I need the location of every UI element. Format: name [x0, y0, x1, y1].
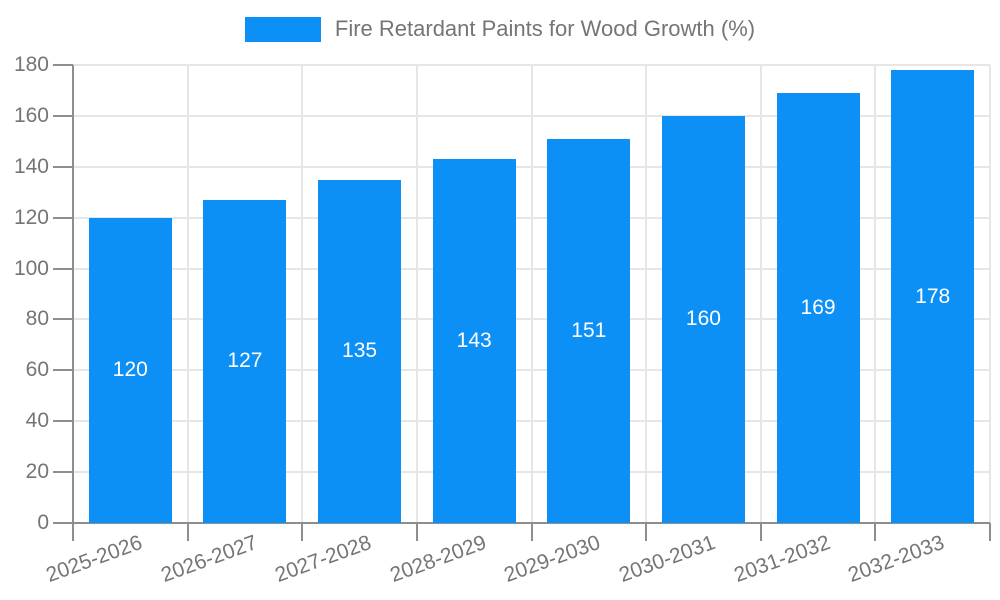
x-axis-tick — [759, 523, 762, 541]
x-tick-label: 2031-2032 — [730, 531, 833, 587]
y-axis-tick — [53, 318, 73, 321]
y-tick-label: 40 — [25, 409, 49, 433]
y-tick-label: 60 — [25, 358, 49, 382]
y-axis-line — [72, 65, 74, 523]
bar: 169 — [776, 92, 860, 523]
y-tick-label: 100 — [13, 256, 49, 280]
y-axis-tick — [53, 522, 73, 524]
y-axis-tick — [53, 420, 73, 423]
y-axis-tick — [53, 267, 73, 270]
y-tick-label: 0 — [37, 511, 49, 534]
y-tick-label: 160 — [13, 103, 49, 127]
x-axis-tick — [989, 523, 991, 541]
y-axis-tick — [53, 64, 73, 66]
y-tick-label: 180 — [13, 53, 49, 76]
legend-swatch — [244, 16, 321, 42]
bar: 135 — [318, 179, 402, 523]
x-axis-tick — [415, 523, 418, 541]
x-axis-line — [72, 522, 990, 524]
x-tick-label: 2032-2033 — [845, 531, 948, 587]
y-axis-tick — [53, 369, 73, 372]
x-tick-label: 2027-2028 — [272, 531, 375, 587]
vertical-gridline — [415, 65, 418, 523]
legend[interactable]: Fire Retardant Paints for Wood Growth (%… — [0, 16, 1000, 42]
bar-value-label: 151 — [571, 318, 607, 342]
bar: 151 — [547, 138, 631, 523]
bar-value-label: 135 — [342, 339, 378, 363]
x-tick-label: 2026-2027 — [157, 531, 260, 587]
vertical-gridline — [989, 65, 991, 523]
bar: 120 — [88, 217, 172, 523]
x-axis-tick — [645, 523, 648, 541]
y-axis-tick — [53, 471, 73, 474]
vertical-gridline — [186, 65, 189, 523]
y-tick-label: 80 — [25, 307, 49, 331]
bar: 160 — [661, 115, 745, 523]
bar-value-label: 178 — [915, 284, 951, 308]
x-axis-tick — [301, 523, 304, 541]
x-axis-tick — [874, 523, 877, 541]
y-axis-tick — [53, 165, 73, 168]
bar-value-label: 120 — [112, 358, 148, 382]
x-tick-label: 2025-2026 — [42, 531, 146, 587]
x-axis-tick — [186, 523, 189, 541]
y-axis-tick — [53, 114, 73, 117]
x-tick-label: 2029-2030 — [501, 531, 604, 587]
y-tick-label: 140 — [13, 154, 49, 178]
y-tick-label: 120 — [13, 205, 49, 229]
x-tick-label: 2028-2029 — [386, 531, 490, 587]
x-axis-tick — [72, 523, 74, 541]
vertical-gridline — [301, 65, 304, 523]
bar-value-label: 127 — [227, 349, 263, 373]
legend-label: Fire Retardant Paints for Wood Growth (%… — [334, 16, 756, 41]
bar-value-label: 169 — [800, 295, 836, 319]
vertical-gridline — [530, 65, 533, 523]
bar: 127 — [203, 199, 287, 523]
bar-value-label: 160 — [685, 307, 721, 331]
vertical-gridline — [759, 65, 762, 523]
y-axis-tick — [53, 216, 73, 219]
vertical-gridline — [874, 65, 877, 523]
y-tick-label: 20 — [25, 460, 49, 484]
x-tick-label: 2030-2031 — [616, 531, 719, 587]
bar: 178 — [891, 70, 975, 523]
vertical-gridline — [645, 65, 648, 523]
bar: 143 — [432, 159, 516, 523]
x-axis-tick — [530, 523, 533, 541]
bar-value-label: 143 — [456, 329, 492, 353]
